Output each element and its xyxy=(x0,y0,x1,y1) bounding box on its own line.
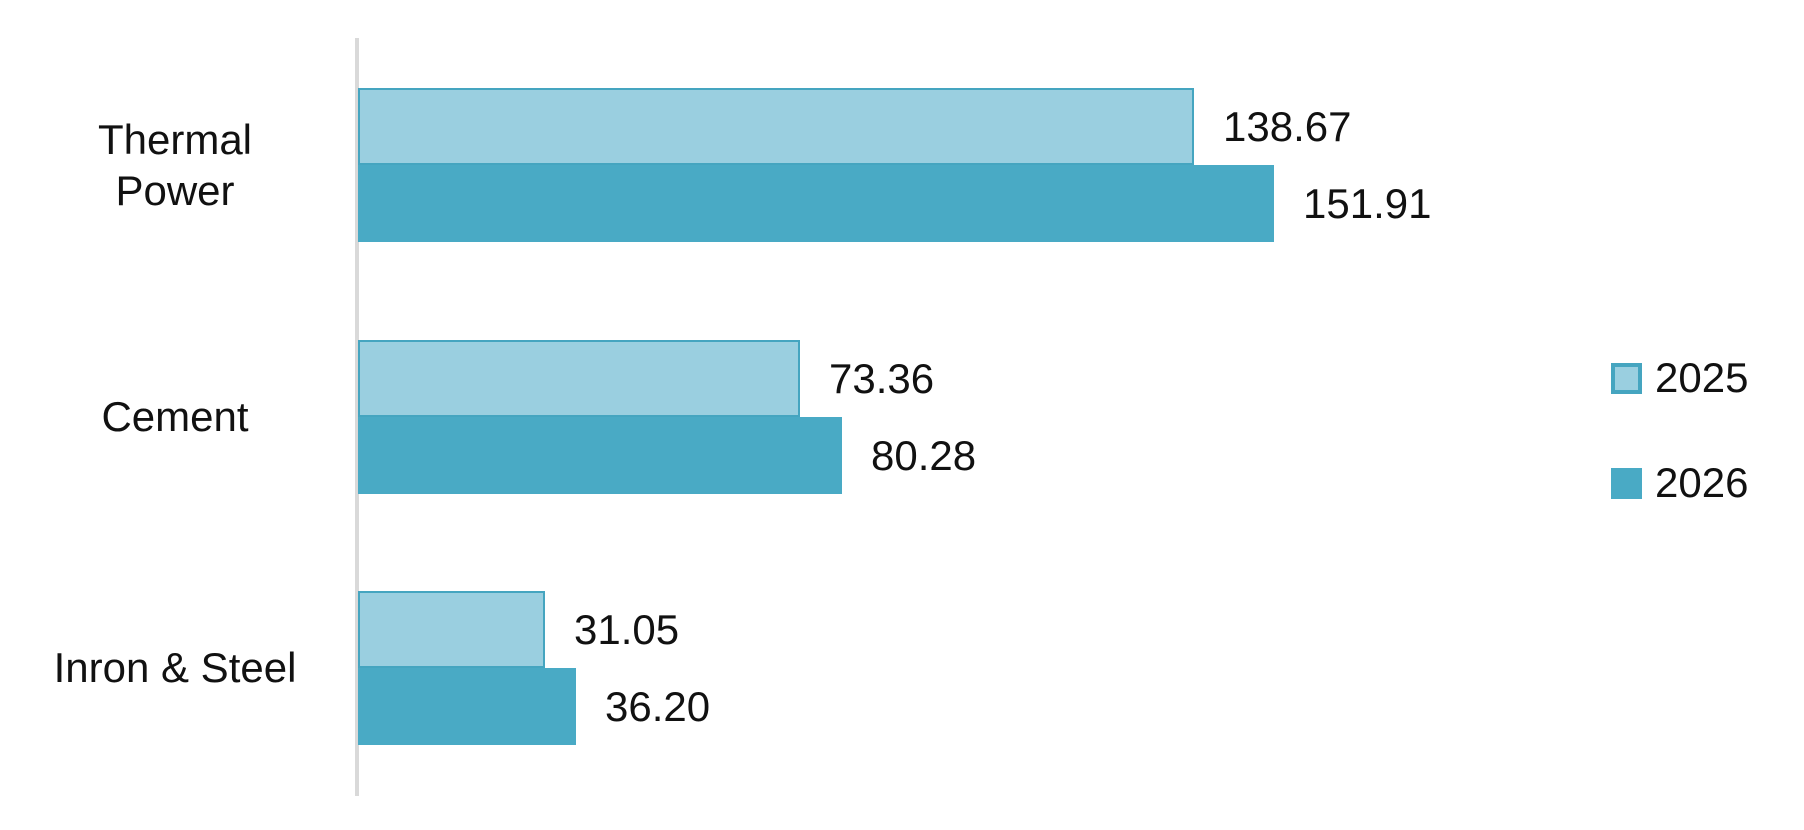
value-label: 31.05 xyxy=(574,605,680,653)
value-label: 151.91 xyxy=(1303,179,1432,227)
value-label: 80.28 xyxy=(871,431,977,479)
bar-2026-thermal-power xyxy=(358,165,1274,242)
legend-entry-2026: 2026 xyxy=(1611,459,1748,507)
legend-entry-2025: 2025 xyxy=(1611,354,1748,402)
bar-2025-inron-steel xyxy=(358,591,545,668)
category-label: Thermal Power xyxy=(97,115,253,214)
bar-2025-cement xyxy=(358,340,800,417)
legend-swatch-icon xyxy=(1611,362,1642,394)
legend: 2025 2026 xyxy=(1611,354,1748,507)
category-label: Inron & Steel xyxy=(53,644,297,692)
bar-2025-thermal-power xyxy=(358,88,1194,165)
legend-label: 2025 xyxy=(1655,354,1749,401)
value-label: 36.20 xyxy=(605,682,711,730)
legend-swatch-icon xyxy=(1611,467,1642,499)
bar-2026-cement xyxy=(358,417,842,494)
bar-2026-inron-steel xyxy=(358,668,576,745)
value-label: 73.36 xyxy=(829,354,935,402)
category-label: Cement xyxy=(101,393,249,441)
y-axis-line xyxy=(355,38,359,796)
legend-label: 2026 xyxy=(1655,459,1749,506)
value-label: 138.67 xyxy=(1223,102,1352,150)
